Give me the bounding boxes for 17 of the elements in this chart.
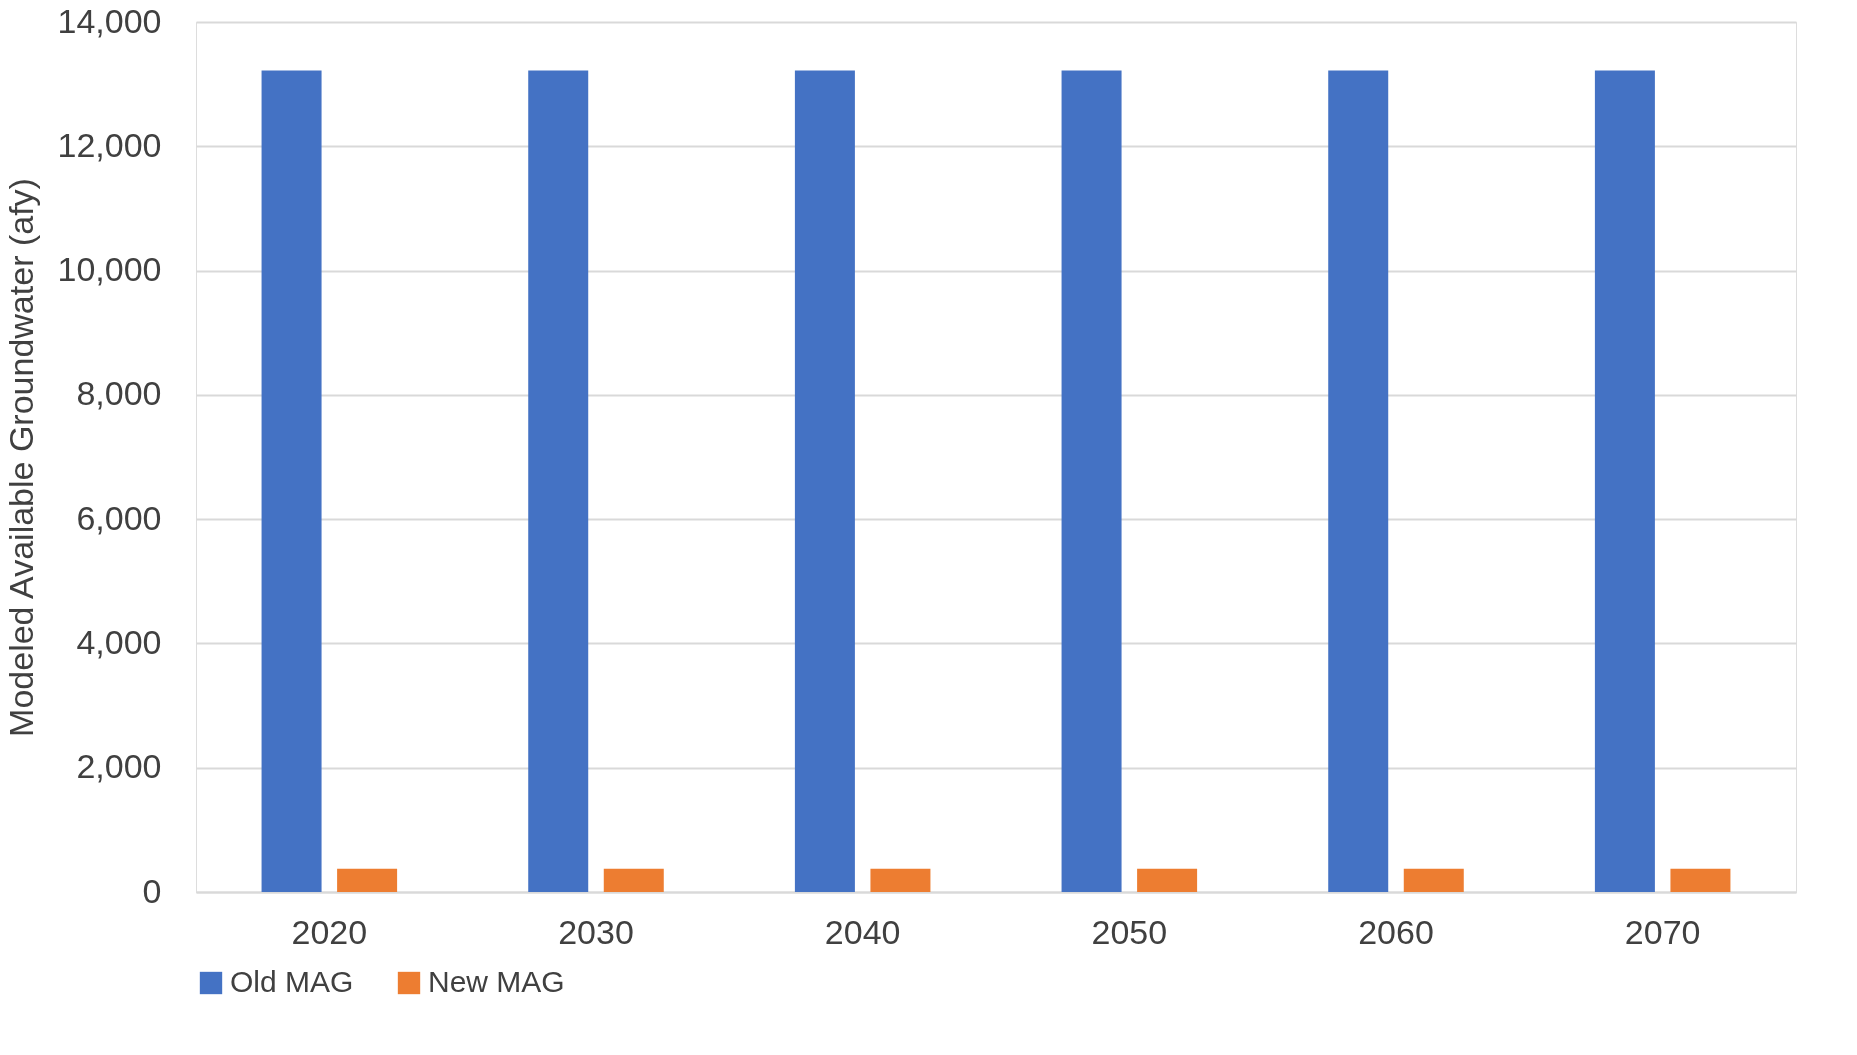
- x-tick-label: 2060: [1358, 912, 1434, 951]
- legend-label: Old MAG: [230, 965, 354, 998]
- y-tick-label: 6,000: [76, 498, 162, 537]
- y-tick-label: 0: [142, 871, 162, 910]
- x-tick-label: 2020: [291, 912, 368, 951]
- y-tick-label: 12,000: [57, 125, 162, 164]
- y-tick-label: 8,000: [76, 374, 162, 413]
- y-axis-title: Modeled Available Groundwater (afy): [1, 178, 40, 737]
- y-tick-label: 10,000: [57, 250, 162, 289]
- x-tick-label: 2070: [1624, 912, 1701, 951]
- x-tick-label: 2030: [558, 912, 634, 951]
- legend-label: New MAG: [428, 965, 565, 998]
- x-tick-label: 2040: [824, 912, 901, 951]
- y-tick-label: 14,000: [57, 1, 162, 40]
- x-tick-label: 2050: [1091, 912, 1168, 951]
- y-tick-label: 4,000: [76, 622, 162, 661]
- y-tick-label: 2,000: [76, 747, 162, 786]
